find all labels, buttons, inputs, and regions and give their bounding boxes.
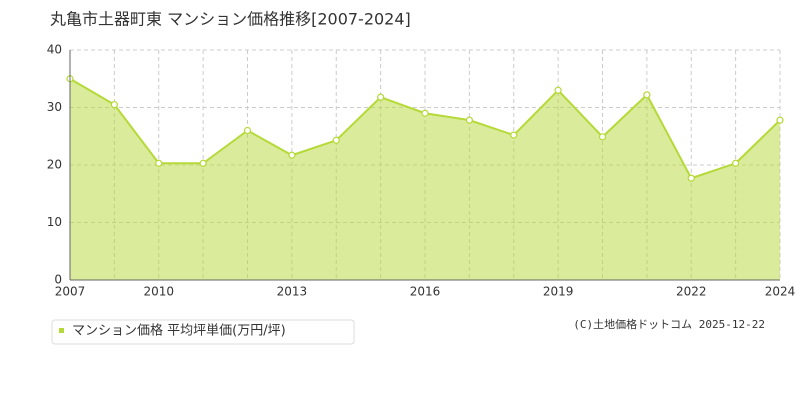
x-tick-label: 2019 — [543, 285, 574, 299]
y-tick-label: 40 — [47, 43, 62, 57]
y-tick-label: 20 — [47, 158, 62, 172]
point — [510, 131, 518, 139]
point — [776, 116, 784, 124]
x-tick-label: 2024 — [765, 285, 796, 299]
legend-label: マンション価格 平均坪単価(万円/坪) — [72, 323, 286, 339]
point — [687, 174, 695, 182]
y-tick-label: 0 — [54, 273, 62, 287]
area — [70, 78, 780, 280]
y-tick-label: 10 — [47, 215, 62, 229]
x-tick-label: 2010 — [143, 285, 174, 299]
point — [598, 133, 607, 141]
point — [643, 91, 651, 99]
point — [465, 116, 473, 124]
legend-box — [51, 319, 355, 345]
x-tick-label: 2013 — [277, 285, 308, 299]
point — [332, 136, 340, 144]
point — [288, 151, 296, 159]
point — [243, 126, 252, 135]
point — [155, 159, 163, 167]
point — [421, 109, 429, 117]
legend-swatch — [59, 328, 64, 333]
x-tick-label: 2016 — [410, 285, 441, 299]
point — [199, 159, 207, 167]
point — [554, 86, 562, 94]
point — [377, 93, 385, 101]
x-tick-label: 2007 — [55, 285, 86, 299]
x-tick-label: 2022 — [676, 285, 707, 299]
chart-title: 丸亀市土器町東 マンション価格推移[2007-2024] — [50, 10, 411, 29]
y-tick-label: 30 — [47, 100, 62, 114]
point — [732, 159, 740, 167]
point — [110, 101, 118, 109]
copyright: (C)土地価格ドットコム 2025-12-22 — [573, 317, 765, 331]
